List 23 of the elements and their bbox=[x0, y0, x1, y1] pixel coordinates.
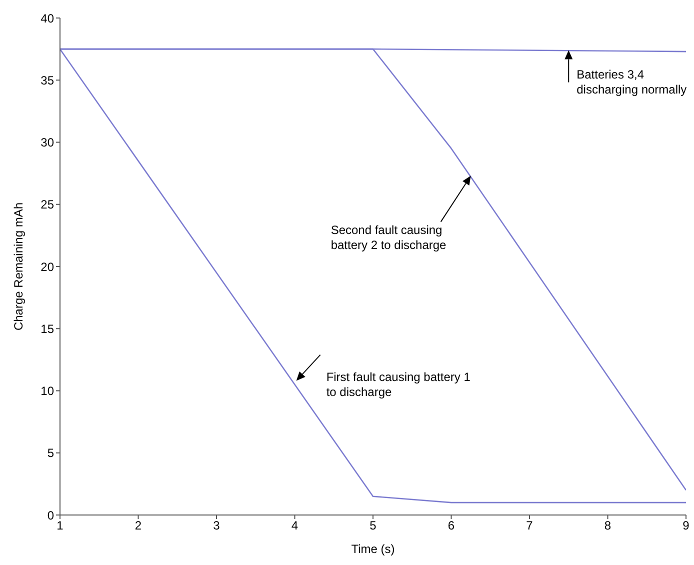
x-tick-label: 3 bbox=[213, 518, 220, 533]
y-tick-label: 15 bbox=[40, 322, 54, 336]
x-tick-label: 1 bbox=[56, 518, 64, 533]
x-tick-label: 9 bbox=[682, 518, 690, 533]
x-tick-label: 5 bbox=[370, 518, 377, 533]
x-tick-label: 4 bbox=[291, 518, 298, 533]
annotation: Batteries 3,4 discharging normally bbox=[576, 67, 687, 96]
y-axis-title: Charge Remaining mAh bbox=[11, 202, 26, 331]
y-tick-label: 35 bbox=[40, 73, 54, 88]
annotation: First fault causing battery 1 to discharge bbox=[326, 370, 471, 399]
x-tick-label: 8 bbox=[604, 518, 612, 533]
y-tick-label: 10 bbox=[40, 384, 54, 398]
x-axis-title: Time (s) bbox=[351, 542, 395, 556]
y-tick-label: 25 bbox=[40, 198, 54, 212]
annotation: Second fault causing battery 2 to discharge bbox=[330, 222, 447, 252]
y-tick-label: 5 bbox=[47, 446, 54, 460]
y-tick-label: 30 bbox=[40, 136, 54, 150]
x-tick-label: 2 bbox=[134, 518, 142, 533]
x-tick-label: 7 bbox=[526, 518, 534, 533]
y-tick-label: 40 bbox=[40, 11, 54, 26]
y-tick-label: 0 bbox=[47, 508, 54, 522]
y-tick-label: 20 bbox=[40, 260, 54, 274]
x-tick-label: 6 bbox=[448, 518, 455, 533]
